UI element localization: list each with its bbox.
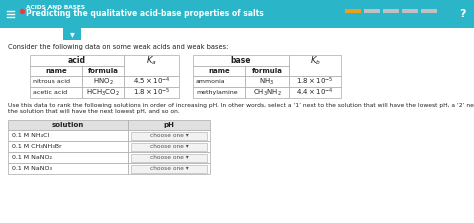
Circle shape: [453, 4, 473, 24]
Text: $\mathrm{NH_3}$: $\mathrm{NH_3}$: [259, 76, 274, 87]
FancyBboxPatch shape: [82, 66, 124, 76]
FancyBboxPatch shape: [193, 66, 245, 76]
FancyBboxPatch shape: [82, 76, 124, 87]
Text: formula: formula: [88, 68, 118, 74]
FancyBboxPatch shape: [289, 87, 341, 98]
Text: base: base: [231, 56, 251, 65]
Text: nitrous acid: nitrous acid: [33, 79, 70, 84]
FancyBboxPatch shape: [124, 87, 179, 98]
Text: $\mathrm{CH_3NH_2}$: $\mathrm{CH_3NH_2}$: [253, 87, 282, 98]
Text: choose one ▾: choose one ▾: [150, 155, 188, 160]
Text: $K_a$: $K_a$: [146, 54, 157, 67]
FancyBboxPatch shape: [30, 76, 82, 87]
Text: choose one ▾: choose one ▾: [150, 144, 188, 149]
Text: acetic acid: acetic acid: [33, 90, 67, 95]
Text: Consider the following data on some weak acids and weak bases:: Consider the following data on some weak…: [8, 44, 228, 50]
Text: choose one ▾: choose one ▾: [150, 133, 188, 138]
Text: choose one ▾: choose one ▾: [150, 166, 188, 171]
FancyBboxPatch shape: [8, 120, 128, 130]
Text: $4.5\times10^{-4}$: $4.5\times10^{-4}$: [133, 76, 170, 87]
FancyBboxPatch shape: [383, 9, 399, 12]
FancyBboxPatch shape: [131, 142, 207, 151]
Text: 0.1 M NH₄Cl: 0.1 M NH₄Cl: [12, 133, 49, 138]
FancyBboxPatch shape: [30, 87, 82, 98]
FancyBboxPatch shape: [128, 163, 210, 174]
Text: acid: acid: [68, 56, 86, 65]
FancyBboxPatch shape: [8, 141, 128, 152]
FancyBboxPatch shape: [63, 28, 81, 40]
Text: $4.4\times10^{-4}$: $4.4\times10^{-4}$: [296, 87, 334, 98]
FancyBboxPatch shape: [245, 76, 289, 87]
FancyBboxPatch shape: [30, 66, 82, 76]
Text: $K_b$: $K_b$: [310, 54, 320, 67]
Text: Predicting the qualitative acid-base properties of salts: Predicting the qualitative acid-base pro…: [26, 10, 264, 19]
Text: 0.1 M NaNO₂: 0.1 M NaNO₂: [12, 155, 52, 160]
Text: ?: ?: [460, 9, 466, 19]
Text: $\mathrm{HCH_3CO_2}$: $\mathrm{HCH_3CO_2}$: [86, 87, 120, 98]
FancyBboxPatch shape: [131, 153, 207, 161]
FancyBboxPatch shape: [131, 132, 207, 140]
FancyBboxPatch shape: [131, 165, 207, 173]
FancyBboxPatch shape: [124, 76, 179, 87]
FancyBboxPatch shape: [289, 55, 341, 76]
FancyBboxPatch shape: [245, 66, 289, 76]
FancyBboxPatch shape: [345, 9, 361, 12]
FancyBboxPatch shape: [8, 152, 128, 163]
FancyBboxPatch shape: [128, 130, 210, 141]
FancyBboxPatch shape: [0, 0, 474, 28]
FancyBboxPatch shape: [245, 87, 289, 98]
FancyBboxPatch shape: [128, 152, 210, 163]
Text: name: name: [208, 68, 230, 74]
Text: 0.1 M NaNO₃: 0.1 M NaNO₃: [12, 166, 52, 171]
Text: solution: solution: [52, 122, 84, 128]
FancyBboxPatch shape: [128, 141, 210, 152]
Text: Use this data to rank the following solutions in order of increasing pH. In othe: Use this data to rank the following solu…: [8, 103, 474, 108]
Text: ammonia: ammonia: [196, 79, 226, 84]
FancyBboxPatch shape: [82, 87, 124, 98]
Text: 0.1 M CH₃NH₃Br: 0.1 M CH₃NH₃Br: [12, 144, 62, 149]
Text: name: name: [45, 68, 67, 74]
FancyBboxPatch shape: [364, 9, 380, 12]
Text: the solution that will have the next lowest pH, and so on.: the solution that will have the next low…: [8, 109, 180, 114]
FancyBboxPatch shape: [128, 120, 210, 130]
FancyBboxPatch shape: [193, 87, 245, 98]
Text: $1.8\times10^{-5}$: $1.8\times10^{-5}$: [133, 87, 170, 98]
FancyBboxPatch shape: [193, 55, 289, 66]
Text: methylamine: methylamine: [196, 90, 237, 95]
FancyBboxPatch shape: [193, 76, 245, 87]
FancyBboxPatch shape: [124, 55, 179, 76]
FancyBboxPatch shape: [289, 76, 341, 87]
Text: $\mathrm{HNO_2}$: $\mathrm{HNO_2}$: [92, 76, 113, 87]
Text: pH: pH: [164, 122, 174, 128]
Text: formula: formula: [252, 68, 283, 74]
FancyBboxPatch shape: [8, 130, 128, 141]
Text: ACIDS AND BASES: ACIDS AND BASES: [26, 5, 85, 10]
FancyBboxPatch shape: [30, 55, 124, 66]
FancyBboxPatch shape: [421, 9, 437, 12]
Text: $1.8\times10^{-5}$: $1.8\times10^{-5}$: [296, 76, 334, 87]
Text: ▾: ▾: [70, 29, 74, 39]
FancyBboxPatch shape: [402, 9, 418, 12]
FancyBboxPatch shape: [8, 163, 128, 174]
